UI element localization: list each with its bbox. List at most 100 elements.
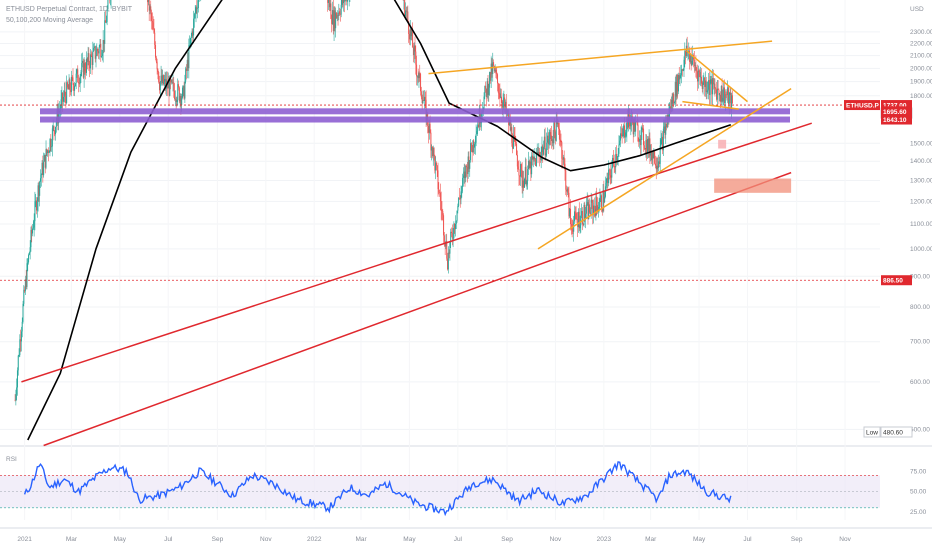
candle-body <box>469 160 471 169</box>
price-tick-label: 1200.00 <box>910 198 932 205</box>
candle-body <box>194 13 196 15</box>
candle-body <box>485 85 487 89</box>
candle-body <box>632 123 634 135</box>
candle-body <box>197 0 199 9</box>
candle-body <box>327 0 329 3</box>
candle-body <box>466 167 468 175</box>
candle-body <box>180 95 182 105</box>
candle-body <box>558 128 560 140</box>
candle-body <box>168 82 170 96</box>
candle-body <box>729 92 731 95</box>
candle-body <box>731 95 733 110</box>
candle-body <box>89 54 91 69</box>
candle-body <box>570 208 572 225</box>
candle-body <box>83 63 85 78</box>
price-tag-value: 1643.10 <box>883 117 907 124</box>
candle-body <box>189 44 191 46</box>
candle-body <box>612 157 614 161</box>
candle-body <box>21 321 23 332</box>
candle-body <box>183 86 185 99</box>
candle-body <box>95 55 97 59</box>
candle-body <box>722 97 724 102</box>
candle-body <box>431 147 433 151</box>
candle-body <box>673 93 675 104</box>
candle-body <box>442 210 444 216</box>
candle-body <box>410 28 412 37</box>
price-tick-label: 1100.00 <box>910 221 932 228</box>
candle-body <box>408 34 410 40</box>
candle-body <box>505 101 507 114</box>
candle-body <box>545 153 547 156</box>
candle-body <box>619 140 621 145</box>
candle-body <box>535 158 537 166</box>
trendline <box>428 40 773 75</box>
candle-body <box>678 74 680 80</box>
candle-body <box>435 162 437 166</box>
candle-body <box>49 139 51 153</box>
candle-body <box>101 53 103 56</box>
candle-body <box>672 93 674 104</box>
candle-body <box>55 121 57 127</box>
candle-body <box>470 143 472 151</box>
candle-body <box>694 65 696 66</box>
rsi-line <box>23 461 732 517</box>
candle-body <box>74 83 76 87</box>
candle-body <box>596 196 598 206</box>
candle-body <box>195 7 197 14</box>
candle-body <box>716 89 718 100</box>
candle-body <box>151 12 153 21</box>
candle-body <box>338 11 340 16</box>
candle-body <box>515 141 517 144</box>
candle-body <box>537 152 539 155</box>
candle-body <box>726 94 728 96</box>
time-axis[interactable]: 2021 Mar May Jul Sep Nov 2022 Mar May Jul Sep Nov 20… <box>17 536 851 543</box>
candle-body <box>76 69 78 74</box>
candle-body <box>97 51 99 54</box>
candle-body <box>24 279 26 292</box>
candle-body <box>36 200 38 211</box>
candle-body <box>332 10 334 32</box>
candle-body <box>708 80 710 95</box>
candle-body <box>609 169 611 176</box>
candle-body <box>630 121 632 127</box>
candle-body <box>149 6 151 11</box>
candle-body <box>162 75 164 84</box>
candle-body <box>473 140 475 148</box>
price-axis[interactable]: 2300.00 2200.00 2100.00 2000.00 1900.00 1800.… <box>910 6 932 516</box>
candle-body <box>521 170 523 188</box>
candle-body <box>547 135 549 143</box>
candle-body <box>41 162 43 175</box>
candle-body <box>597 205 599 213</box>
candle-body <box>66 82 68 88</box>
price-tags: ETHUSD.P1737.0014:15:351695.601643.10886… <box>844 100 913 438</box>
candle-body <box>60 99 62 110</box>
candle-body <box>579 225 581 229</box>
candle-body <box>416 64 418 77</box>
candle-body <box>661 136 663 140</box>
candle-body <box>189 38 191 45</box>
candle-body <box>580 215 582 226</box>
horizontal-zones[interactable] <box>40 108 790 123</box>
candle-body <box>564 163 566 171</box>
candle-body <box>343 0 345 4</box>
trendlines[interactable] <box>21 40 812 447</box>
candle-body <box>689 50 691 62</box>
candle-body <box>196 7 198 9</box>
candle-body <box>107 0 109 10</box>
candle-body <box>66 82 68 103</box>
candle-body <box>96 48 98 56</box>
price-tick-label: 2100.00 <box>910 53 932 60</box>
candle-body <box>648 138 650 151</box>
candle-body <box>719 94 721 96</box>
support-zone <box>40 108 790 115</box>
candle-body <box>193 14 195 19</box>
rsi-line-path <box>23 461 732 517</box>
candle-body <box>634 119 636 132</box>
candle-body <box>624 135 626 138</box>
candle-body <box>455 220 457 225</box>
candle-body <box>647 139 649 154</box>
candle-body <box>404 0 406 17</box>
candle-body <box>99 44 101 47</box>
candle-body <box>725 94 727 96</box>
